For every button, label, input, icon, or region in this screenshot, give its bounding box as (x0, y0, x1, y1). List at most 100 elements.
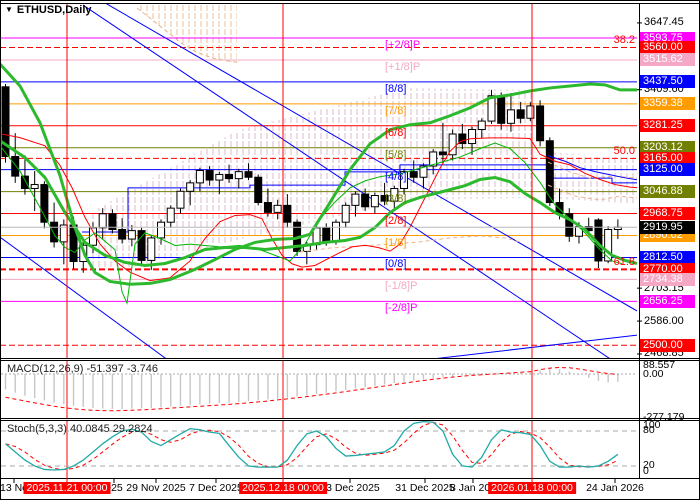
event-date-label: 2026.01.18 00:00 (488, 482, 576, 494)
candle-bullish (448, 133, 457, 156)
macd-scale-label: 0.00 (643, 368, 664, 380)
murrey-level-label: [6/8] (385, 126, 407, 139)
candle-bullish (506, 109, 515, 124)
stochastic-series (1, 421, 637, 471)
date-label: 23 Dec 2025 (320, 482, 380, 494)
fib-level-label: 61.8 (613, 256, 635, 269)
candle-bullish (419, 165, 428, 178)
stoch-scale-label: 80 (643, 424, 655, 437)
murrey-level-label: [7/8] (385, 104, 407, 117)
span-blue-fwd (547, 155, 638, 181)
price-level-tag: 2734.38 (640, 272, 695, 286)
candle-bullish (157, 221, 166, 239)
candle-bearish (40, 184, 49, 223)
event-date-label: 2025.12.18 00:00 (239, 482, 327, 494)
price-level-tag: 3560.00 (640, 40, 695, 54)
murrey-level-label: [0/8] (385, 258, 407, 271)
event-vertical-lines (66, 4, 533, 478)
candle-bearish (244, 171, 253, 178)
ma-green-upper (1, 63, 637, 286)
candle-bearish (205, 170, 214, 181)
candle-bearish (108, 213, 117, 231)
murrey-level-label: [1/8] (385, 236, 407, 249)
date-label: 31 Dec 2025 (395, 482, 455, 494)
ma-red (1, 133, 638, 282)
candle-bearish (536, 105, 545, 142)
murrey-level-label: [5/8] (385, 148, 407, 161)
murrey-level-label: [+1/8]P (385, 60, 421, 73)
candle-bearish (438, 151, 447, 156)
candle-bullish (98, 213, 107, 229)
candle-bearish (409, 171, 418, 178)
senkou-mid (299, 235, 521, 253)
candle-bullish (215, 173, 224, 181)
candle-bearish (380, 195, 389, 202)
date-label: 29 Nov 2025 (126, 482, 186, 494)
candle-bullish (526, 105, 535, 119)
symbol-timeframe-label: ETHUSD,Daily (16, 4, 92, 16)
candle-bearish (458, 133, 467, 145)
price-level-tag: 3203.12 (640, 141, 695, 155)
candle-bullish (487, 95, 496, 122)
candle-bearish (565, 213, 574, 237)
candle-bearish (497, 95, 506, 124)
candle-bearish (137, 230, 146, 261)
price-level-tag: 3437.50 (640, 75, 695, 89)
price-level-tag: 3515.62 (640, 53, 695, 67)
senkou-b-left (136, 7, 238, 63)
event-date-label: 2025.11.21 00:00 (23, 482, 111, 494)
current-price-tag: 2919.95 (640, 220, 695, 234)
macd-signal-line (5, 366, 618, 412)
candle-bearish (322, 227, 331, 243)
trendline-upper (105, 4, 638, 312)
murrey-level-label: [-1/8]P (385, 280, 418, 293)
ma-green-lower (1, 139, 638, 267)
trendline-lower (82, 4, 610, 358)
candle-bearish (118, 229, 127, 240)
price-level-tag: 2500.00 (640, 338, 695, 352)
candle-bullish (234, 171, 243, 180)
candle-bearish (225, 173, 234, 180)
murrey-level-label: [3/8] (385, 192, 407, 205)
price-level-tag: 2656.25 (640, 294, 695, 308)
murrey-level-label: [2/8] (385, 214, 407, 227)
price-level-tag: 3046.88 (640, 185, 695, 199)
candle-bullish (30, 184, 39, 189)
price-level-tag: 2968.75 (640, 207, 695, 221)
candle-bullish (390, 187, 399, 202)
stoch-scale-label: 0 (643, 465, 649, 477)
price-level-tag: 2770.00 (640, 262, 695, 276)
price-level-tag: 3125.00 (640, 163, 695, 177)
candle-bearish (254, 176, 263, 204)
horizontal-level-lines (1, 37, 637, 346)
candle-bullish (468, 129, 477, 145)
macd-scale-label: -277.179 (643, 410, 685, 423)
stoch-k-line (5, 421, 619, 471)
candle-bullish (477, 120, 486, 131)
date-label: 7 Dec 2025 (189, 482, 243, 494)
axis-tick-label: 2586.00 (644, 314, 684, 327)
price-level-tag: 3281.25 (640, 119, 695, 133)
stoch-indicator-label: Stoch(5,3,3) 40.0845 29.2824 (7, 423, 153, 435)
candle-bullish (331, 221, 340, 243)
trendlines (1, 4, 638, 358)
chart-header: ▼ ETHUSD,Daily (5, 4, 92, 16)
chart-dropdown-icon[interactable]: ▼ (5, 5, 13, 14)
candle-bearish (11, 155, 20, 177)
candle-bearish (516, 109, 525, 119)
candle-bearish (283, 204, 292, 223)
candle-bullish (370, 195, 379, 208)
murrey-level-label: [-2/8]P (385, 302, 418, 315)
date-label: 8 Jan 202 (449, 482, 497, 494)
candle-bullish (147, 237, 156, 261)
candle-bullish (429, 151, 438, 167)
candle-bullish (195, 170, 204, 184)
candle-bullish (341, 204, 350, 223)
candle-bullish (166, 207, 175, 223)
ichimoku-cloud-regions (88, 4, 637, 268)
candle-bearish (545, 140, 554, 204)
candlestick-series (1, 83, 622, 273)
candle-bullish (400, 171, 409, 189)
